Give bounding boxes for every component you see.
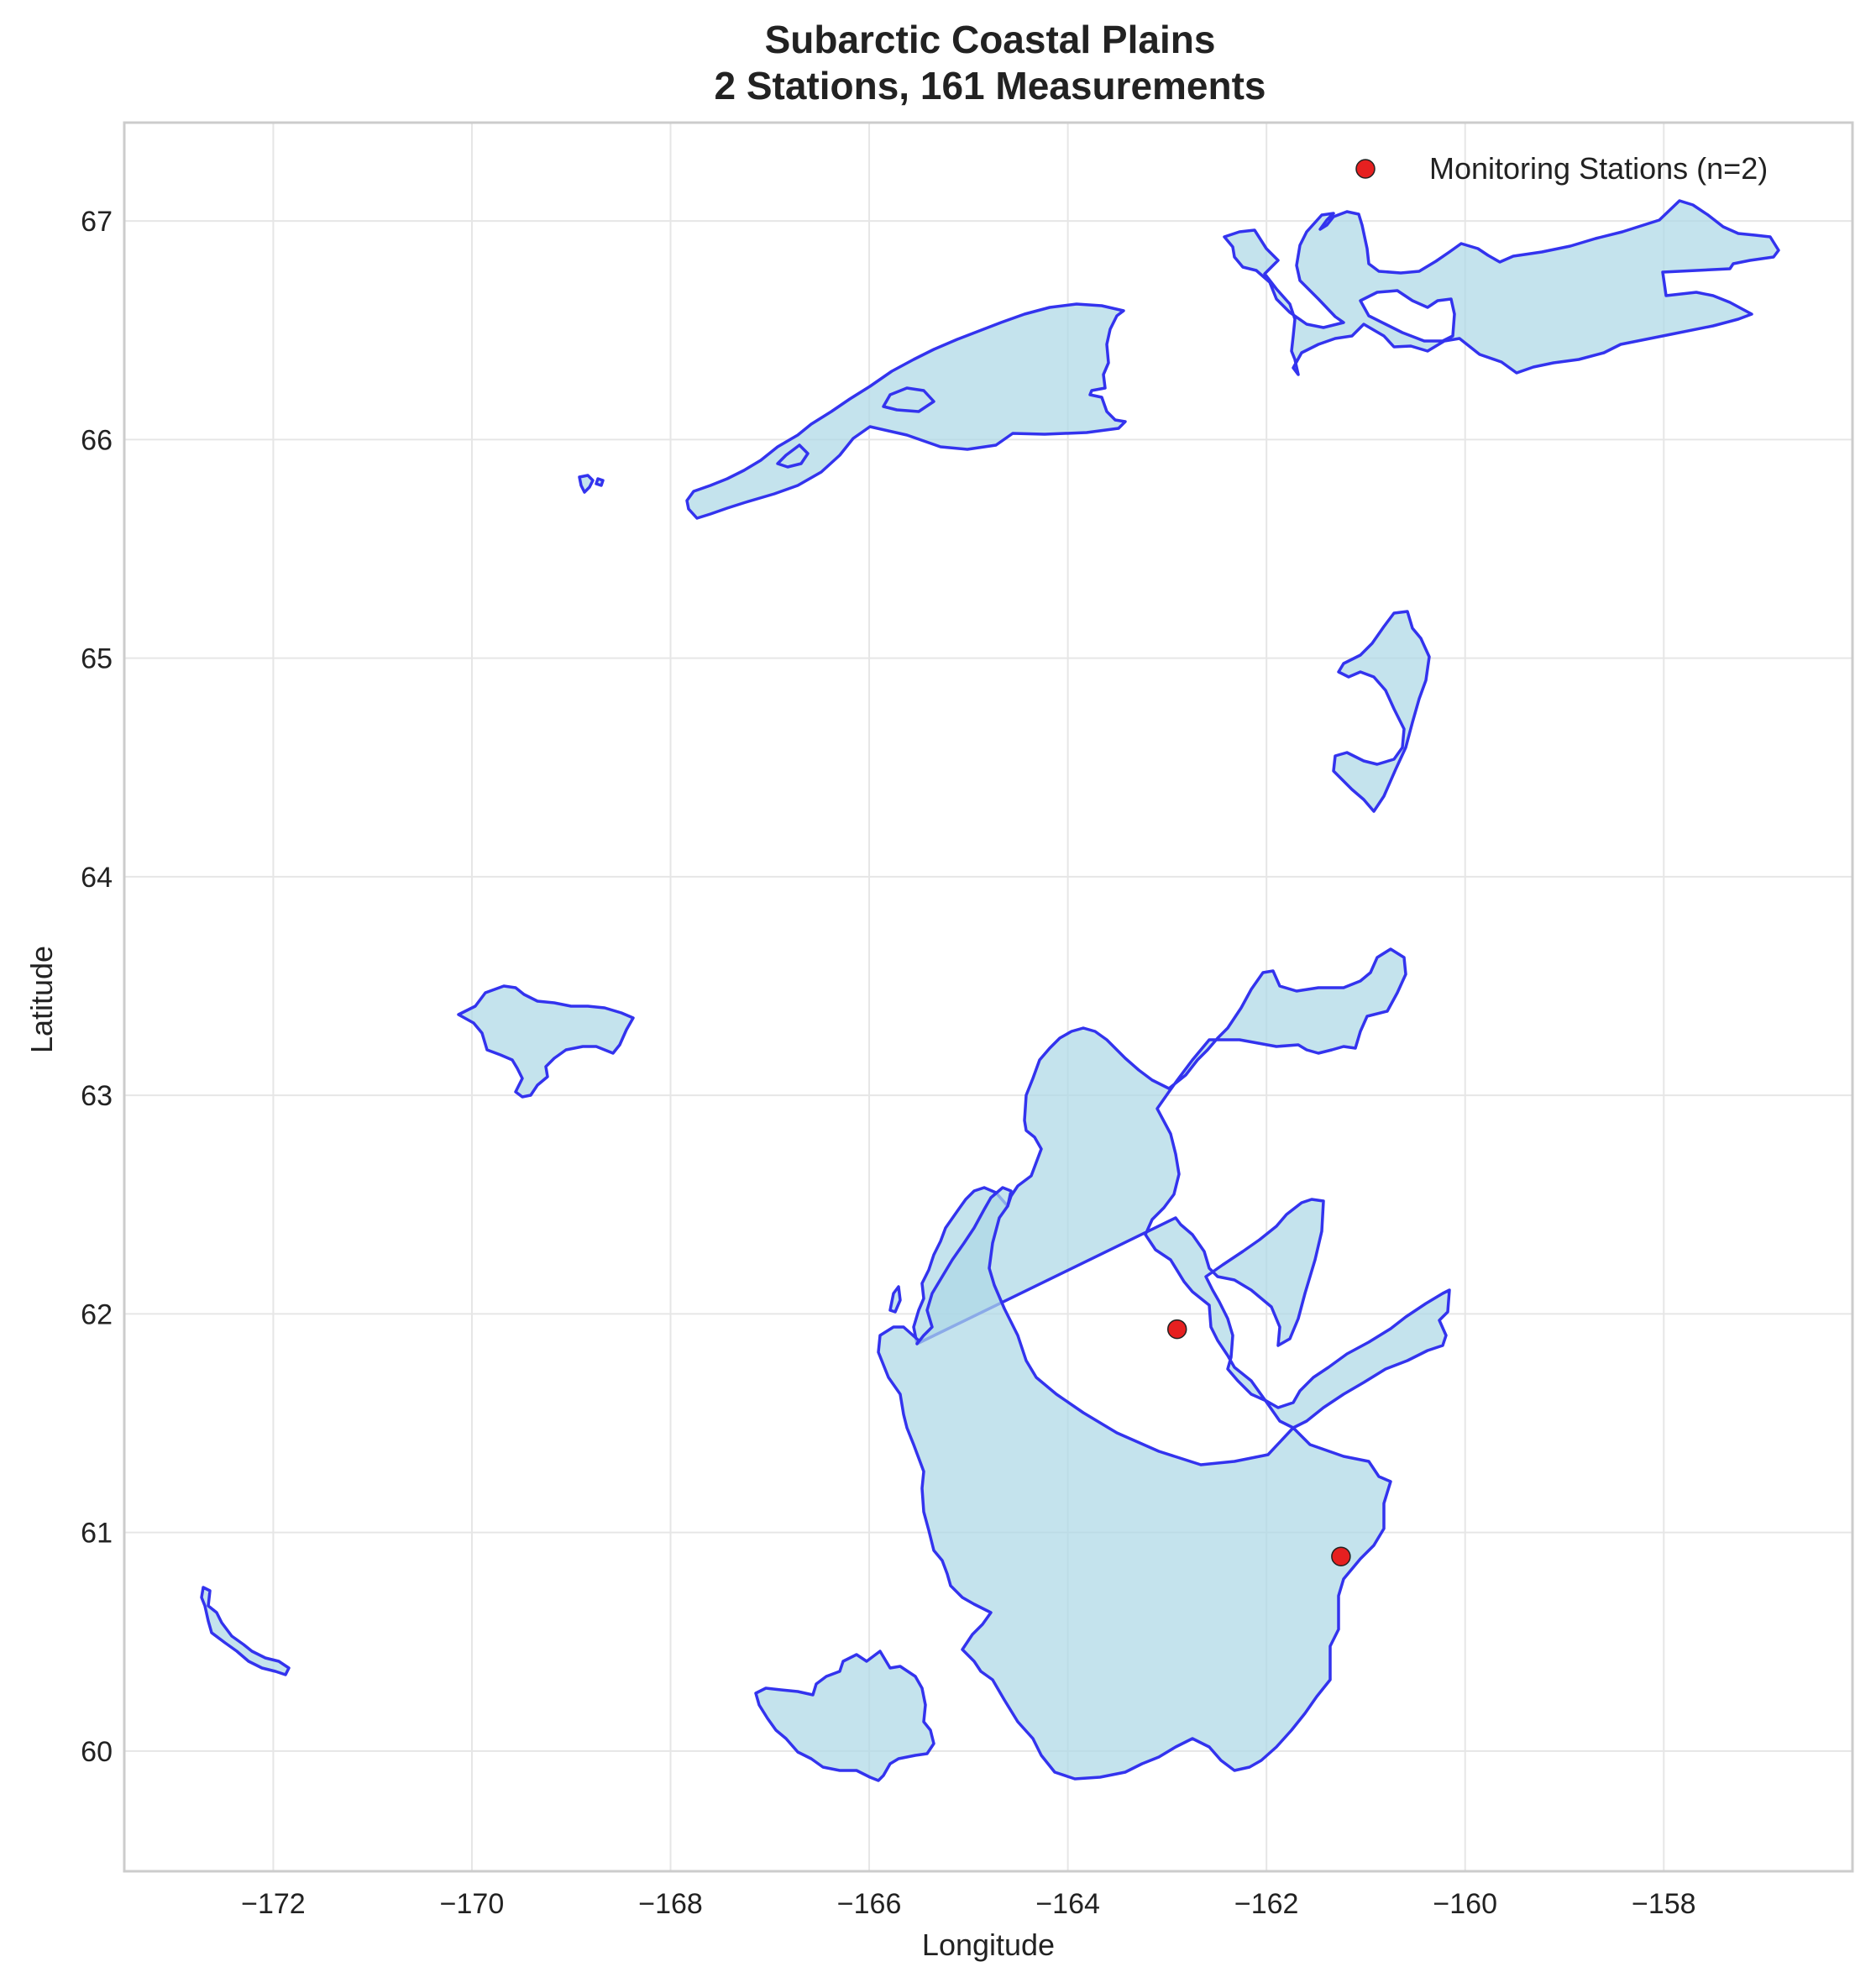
x-tick-label: −160	[1433, 1888, 1497, 1920]
land-norton-sound-peninsula	[1332, 610, 1431, 813]
y-tick-label: 60	[81, 1736, 113, 1768]
legend-marker	[1355, 159, 1376, 179]
land-yukon-kuskokwim-delta	[912, 947, 1451, 1429]
land-yukon-delta-main	[877, 1186, 1392, 1781]
x-tick-label: −168	[638, 1888, 703, 1920]
x-tick-label: −172	[241, 1888, 306, 1920]
y-tick-label: 67	[81, 206, 113, 238]
station-point	[1331, 1546, 1351, 1566]
legend-label: Monitoring Stations (n=2)	[1429, 151, 1768, 186]
x-tick-label: −166	[837, 1888, 902, 1920]
y-tick-label: 62	[81, 1298, 113, 1330]
monitoring-stations	[1166, 1319, 1351, 1566]
y-tick-labels: 60 61 62 63 64 65 66 67	[81, 206, 113, 1768]
land-king-island-small	[578, 474, 605, 494]
x-tick-labels: −172 −170 −168 −166 −164 −162 −160 −158	[241, 1888, 1695, 1920]
map-title-line-2: 2 Stations, 161 Measurements	[714, 64, 1266, 108]
x-tick-label: −164	[1035, 1888, 1100, 1920]
station-point	[1166, 1319, 1187, 1340]
x-tick-label: −170	[440, 1888, 505, 1920]
x-tick-label: −162	[1234, 1888, 1299, 1920]
land-kotzebue-sound	[1223, 199, 1780, 376]
x-tick-label: −158	[1632, 1888, 1696, 1920]
y-tick-label: 61	[81, 1518, 113, 1550]
coastline-polygons	[200, 199, 1780, 1782]
land-seward-peninsula	[685, 302, 1127, 520]
land-nelson-island-fragment	[888, 1285, 902, 1314]
land-st-matthew-island	[200, 1586, 291, 1676]
legend: Monitoring Stations (n=2)	[1355, 151, 1768, 186]
y-tick-label: 63	[81, 1080, 113, 1112]
y-tick-label: 65	[81, 643, 113, 675]
y-tick-label: 66	[81, 424, 113, 456]
land-nunivak-island	[754, 1650, 935, 1782]
land-st-lawrence-island	[457, 984, 635, 1099]
x-axis-label: Longitude	[922, 1928, 1055, 1962]
y-axis-label: Latitude	[24, 946, 59, 1053]
plot-frame	[123, 121, 1854, 1873]
map-title-line-1: Subarctic Coastal Plains	[765, 18, 1216, 61]
y-tick-label: 64	[81, 862, 113, 894]
